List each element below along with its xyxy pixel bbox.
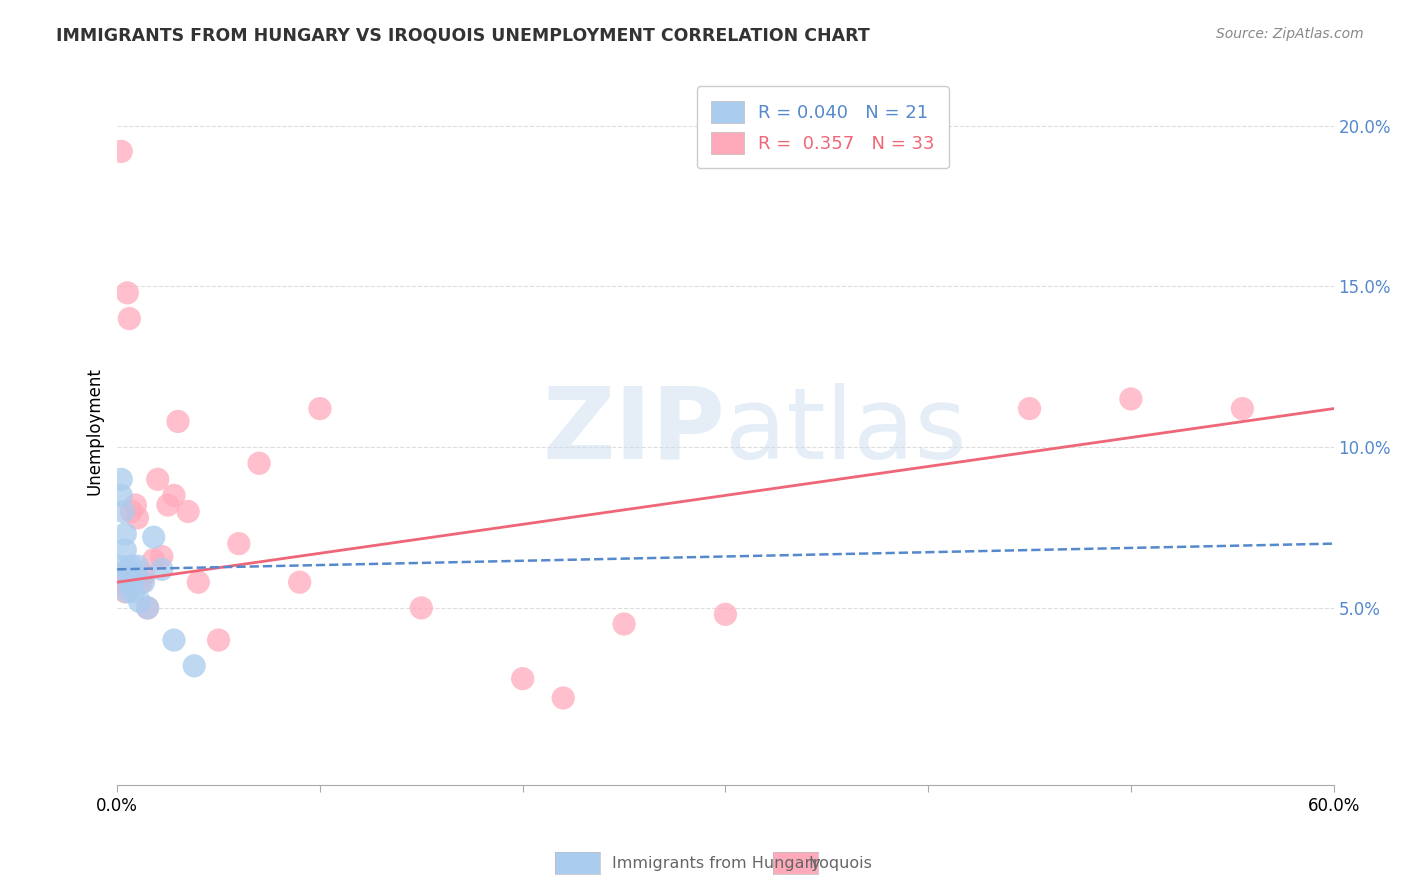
Point bbox=[1232, 401, 1254, 416]
Point bbox=[163, 633, 186, 648]
Text: ZIP: ZIP bbox=[543, 383, 725, 480]
Point bbox=[117, 585, 139, 599]
Point bbox=[142, 552, 165, 566]
Text: Immigrants from Hungary: Immigrants from Hungary bbox=[612, 856, 820, 871]
Point bbox=[177, 504, 200, 518]
Point bbox=[114, 543, 136, 558]
Point bbox=[247, 456, 270, 470]
Point bbox=[553, 690, 575, 705]
Point bbox=[108, 568, 131, 582]
Point bbox=[117, 285, 139, 300]
Point bbox=[117, 562, 139, 576]
Point bbox=[114, 585, 136, 599]
Point bbox=[112, 504, 135, 518]
Point bbox=[110, 472, 132, 486]
Text: Source: ZipAtlas.com: Source: ZipAtlas.com bbox=[1216, 27, 1364, 41]
Text: IMMIGRANTS FROM HUNGARY VS IROQUOIS UNEMPLOYMENT CORRELATION CHART: IMMIGRANTS FROM HUNGARY VS IROQUOIS UNEM… bbox=[56, 27, 870, 45]
Point bbox=[1018, 401, 1040, 416]
Point bbox=[142, 530, 165, 544]
Point bbox=[146, 472, 169, 486]
Point bbox=[1119, 392, 1142, 406]
Point bbox=[112, 575, 135, 590]
Point bbox=[613, 617, 636, 632]
Legend: R = 0.040   N = 21, R =  0.357   N = 33: R = 0.040 N = 21, R = 0.357 N = 33 bbox=[696, 87, 949, 169]
Point bbox=[120, 559, 142, 574]
Point bbox=[127, 559, 149, 574]
Point bbox=[128, 594, 150, 608]
Point bbox=[127, 511, 149, 525]
Point bbox=[136, 601, 159, 615]
Y-axis label: Unemployment: Unemployment bbox=[86, 368, 103, 495]
Point bbox=[108, 559, 131, 574]
Point bbox=[512, 672, 534, 686]
Point bbox=[124, 498, 146, 512]
Point bbox=[110, 145, 132, 159]
Point bbox=[714, 607, 737, 622]
Point bbox=[228, 536, 250, 550]
Point bbox=[167, 414, 190, 428]
Point bbox=[131, 575, 153, 590]
Point bbox=[207, 633, 229, 648]
Point bbox=[150, 549, 173, 564]
Point bbox=[120, 504, 142, 518]
Point bbox=[187, 575, 209, 590]
Point bbox=[411, 601, 433, 615]
Point bbox=[132, 568, 155, 582]
Point bbox=[110, 488, 132, 502]
Point bbox=[118, 311, 141, 326]
Point bbox=[114, 527, 136, 541]
Point bbox=[136, 601, 159, 615]
Text: atlas: atlas bbox=[725, 383, 967, 480]
Point bbox=[118, 575, 141, 590]
Point bbox=[288, 575, 311, 590]
Point bbox=[309, 401, 332, 416]
Point bbox=[132, 575, 155, 590]
Point bbox=[156, 498, 179, 512]
Point bbox=[124, 568, 146, 582]
Point bbox=[122, 585, 145, 599]
Point bbox=[118, 568, 141, 582]
Point bbox=[183, 658, 205, 673]
Point bbox=[163, 488, 186, 502]
Point bbox=[150, 562, 173, 576]
Text: Iroquois: Iroquois bbox=[808, 856, 872, 871]
